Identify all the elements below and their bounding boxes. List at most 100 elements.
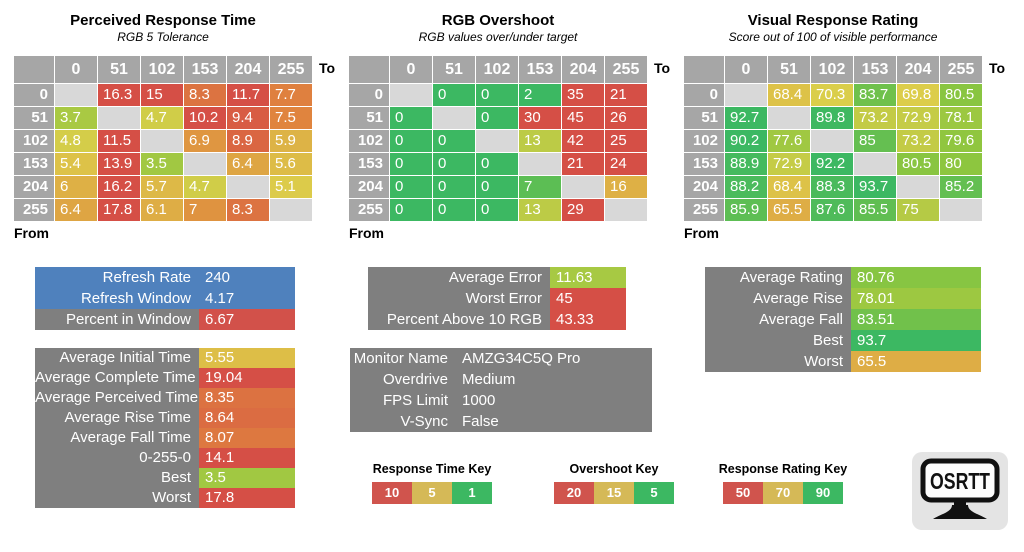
heatmap-value-cell: 90.2: [725, 130, 767, 152]
column-header-cell: 102: [476, 56, 518, 83]
summary-value: 14.1: [199, 448, 295, 468]
summary-value: 11.63: [550, 267, 626, 288]
heatmap-value-cell: 3.7: [55, 107, 97, 129]
summary-value: 3.5: [199, 468, 295, 488]
summary-row: Average Rise 78.01: [705, 288, 981, 309]
heatmap-value-cell: 87.6: [811, 199, 853, 221]
row-header-cell: 51: [14, 107, 54, 129]
overshoot-key: Overshoot Key 20 15 5: [548, 462, 680, 504]
heatmap-value-cell: 16.2: [98, 176, 140, 198]
heatmap-value-cell: 2: [519, 84, 561, 106]
heatmap-value-cell: 8.3: [184, 84, 226, 106]
summary-row: Average Fall Time 8.07: [35, 428, 295, 448]
logo-text: OSRTT: [930, 468, 990, 494]
row-header-cell: 153: [14, 153, 54, 175]
summary-label: Worst: [804, 353, 843, 370]
section-subtitle: Score out of 100 of visible performance: [728, 30, 938, 44]
column-header-cell: 204: [562, 56, 604, 83]
heatmap-value-cell: 83.7: [854, 84, 896, 106]
summary-value: 78.01: [851, 288, 981, 309]
summary-label: Worst: [152, 489, 191, 506]
heatmap-value-cell: 77.6: [768, 130, 810, 152]
heatmap-value-cell: 26: [605, 107, 647, 129]
column-header-cell: 51: [433, 56, 475, 83]
heatmap-diagonal-cell: [141, 130, 183, 152]
summary-value: 6.67: [199, 309, 295, 330]
heatmap-value-cell: 11.7: [227, 84, 269, 106]
row-header-cell: 102: [349, 130, 389, 152]
heatmap-value-cell: 8.3: [227, 199, 269, 221]
heatmap-value-cell: 5.4: [55, 153, 97, 175]
heatmap-value-cell: 0: [390, 153, 432, 175]
heatmap-value-cell: 9.4: [227, 107, 269, 129]
key-swatch: 10: [372, 482, 412, 504]
response-time-stats-box: Average Initial Time 5.55 Average Complete…: [35, 348, 295, 508]
heatmap-value-cell: 3.5: [141, 153, 183, 175]
response-time-key: Response Time Key 10 5 1: [366, 462, 498, 504]
summary-label: Best: [812, 332, 843, 349]
heatmap-value-cell: 0: [433, 84, 475, 106]
summary-label: Worst Error: [465, 290, 542, 307]
heatmap-corner-cell: [684, 56, 724, 83]
column-header-cell: 153: [854, 56, 896, 83]
heatmap-value-cell: 8.9: [227, 130, 269, 152]
summary-row: 0-255-0 14.1: [35, 448, 295, 468]
heatmap-value-cell: 13: [519, 130, 561, 152]
key-swatch: 5: [634, 482, 674, 504]
heatmap-diagonal-cell: [768, 107, 810, 129]
summary-value: 240: [205, 269, 231, 286]
heatmap-value-cell: 5.1: [270, 176, 312, 198]
summary-label: Monitor Name: [353, 350, 448, 367]
summary-label: Refresh Window: [80, 290, 191, 307]
summary-value: 45: [550, 288, 626, 309]
row-header-cell: 102: [14, 130, 54, 152]
key-bar: 20 15 5: [554, 482, 674, 504]
heatmap-value-cell: 0: [433, 153, 475, 175]
to-axis-label: To: [654, 60, 671, 76]
heatmap-value-cell: 17.8: [98, 199, 140, 221]
row-header-cell: 153: [684, 153, 724, 175]
row-header-cell: 0: [684, 84, 724, 106]
summary-row: Percent Above 10 RGB 43.33: [368, 309, 626, 330]
section-subtitle: RGB 5 Tolerance: [117, 30, 209, 44]
heatmap-value-cell: 75: [897, 199, 939, 221]
heatmap-corner-cell: [14, 56, 54, 83]
key-title: Response Rating Key: [718, 462, 848, 476]
heatmap-diagonal-cell: [605, 199, 647, 221]
summary-row: Best 3.5: [35, 468, 295, 488]
row-header-cell: 204: [349, 176, 389, 198]
row-header-cell: 204: [684, 176, 724, 198]
heatmap-value-cell: 85.9: [725, 199, 767, 221]
heatmap-value-cell: 4.8: [55, 130, 97, 152]
heatmap-value-cell: 13.9: [98, 153, 140, 175]
to-axis-label: To: [989, 60, 1006, 76]
summary-row: Average Perceived Time 8.35: [35, 388, 295, 408]
heatmap-value-cell: 72.9: [897, 107, 939, 129]
summary-value: 17.8: [199, 488, 295, 508]
refresh-stats-box: Refresh Rate 240 Refresh Window 4.17 Percent…: [35, 267, 295, 330]
from-axis-label: From: [684, 225, 719, 241]
heatmap-diagonal-cell: [854, 153, 896, 175]
summary-label: Average Rise: [753, 290, 843, 307]
to-axis-label: To: [319, 60, 336, 76]
heatmap-value-cell: 85.2: [940, 176, 982, 198]
summary-label: 0-255-0: [139, 449, 191, 466]
summary-row: Average Fall 83.51: [705, 309, 981, 330]
column-header-cell: 0: [390, 56, 432, 83]
heatmap-value-cell: 15: [141, 84, 183, 106]
heatmap-value-cell: 0: [390, 130, 432, 152]
summary-row: Percent in Window 6.67: [35, 309, 295, 330]
heatmap-value-cell: 21: [562, 153, 604, 175]
summary-value: 83.51: [851, 309, 981, 330]
heatmap-value-cell: 0: [390, 199, 432, 221]
key-title: Response Time Key: [372, 462, 492, 476]
key-swatch: 70: [763, 482, 803, 504]
heatmap-value-cell: 10.2: [184, 107, 226, 129]
summary-row: Refresh Rate 240: [35, 267, 295, 288]
heatmap-value-cell: 0: [476, 84, 518, 106]
heatmap-value-cell: 7.5: [270, 107, 312, 129]
overshoot-heatmap: 0 51 102 153 204 255 0 0 0 2 35 21 51 0 0 30 45 26 102 0 0 13…: [349, 56, 647, 221]
heatmap-diagonal-cell: [725, 84, 767, 106]
heatmap-corner-cell: [349, 56, 389, 83]
summary-value: 43.33: [550, 309, 626, 330]
